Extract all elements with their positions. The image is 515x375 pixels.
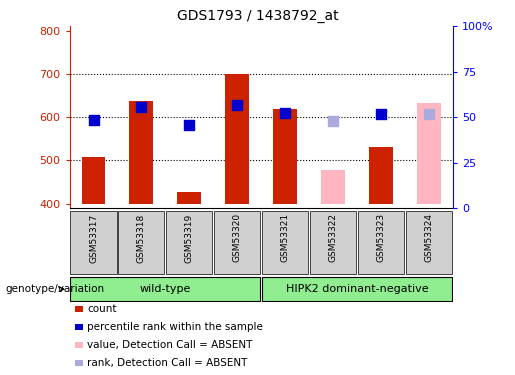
Point [90,117,98,123]
Point [233,102,242,108]
Text: GSM53318: GSM53318 [137,213,146,262]
FancyBboxPatch shape [118,211,164,274]
FancyBboxPatch shape [358,211,404,274]
Text: GSM53319: GSM53319 [185,213,194,262]
Point [329,118,337,124]
Bar [81,158,106,204]
FancyBboxPatch shape [262,211,308,274]
Text: genotype/variation: genotype/variation [5,284,104,294]
Text: rank, Detection Call = ABSENT: rank, Detection Call = ABSENT [87,358,247,368]
Text: value, Detection Call = ABSENT: value, Detection Call = ABSENT [87,340,252,350]
FancyBboxPatch shape [166,211,213,274]
Text: percentile rank within the sample: percentile rank within the sample [87,322,263,332]
Text: wild-type: wild-type [140,284,191,294]
Text: count: count [87,304,116,314]
FancyBboxPatch shape [406,211,452,274]
Text: GSM53320: GSM53320 [233,213,242,262]
Point [281,110,289,116]
Point [185,122,194,128]
Point [377,111,385,117]
FancyBboxPatch shape [71,211,116,274]
Bar [417,104,441,204]
Text: GSM53321: GSM53321 [281,213,290,262]
Bar [178,192,201,204]
Bar [226,74,249,204]
FancyBboxPatch shape [310,211,356,274]
Text: GDS1793 / 1438792_at: GDS1793 / 1438792_at [177,9,338,23]
Point [138,104,146,110]
Text: GSM53317: GSM53317 [89,213,98,262]
FancyBboxPatch shape [214,211,261,274]
FancyBboxPatch shape [262,278,452,301]
Text: GSM53322: GSM53322 [329,213,338,262]
Bar [273,109,297,204]
Bar [369,147,393,204]
Text: GSM53324: GSM53324 [425,213,434,262]
Text: GSM53323: GSM53323 [377,213,386,262]
Point [425,111,433,117]
Bar [321,171,345,204]
Text: HIPK2 dominant-negative: HIPK2 dominant-negative [286,284,428,294]
Bar [129,101,153,204]
FancyBboxPatch shape [71,278,261,301]
